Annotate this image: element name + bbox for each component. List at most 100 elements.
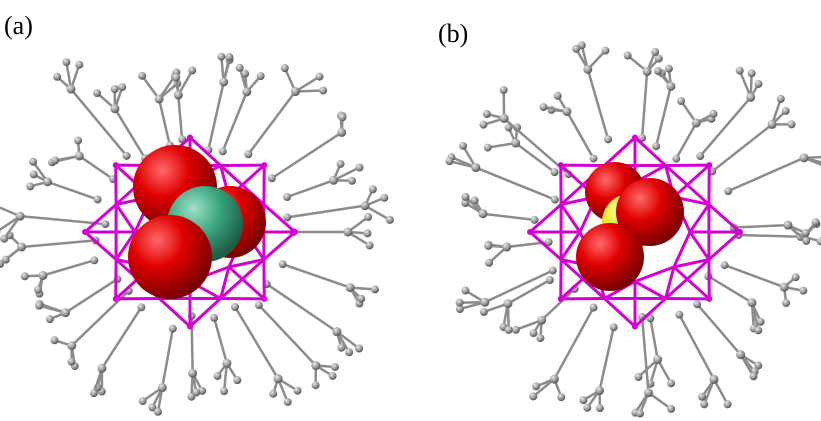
atom [380, 194, 388, 202]
bond [287, 180, 333, 197]
atom [675, 311, 683, 319]
bond [483, 214, 535, 220]
atom [665, 65, 673, 73]
atom [138, 72, 146, 80]
atom [604, 135, 612, 143]
bond [656, 86, 671, 146]
bond [554, 308, 593, 380]
atom [799, 287, 807, 295]
atom [255, 301, 263, 309]
atom [554, 92, 562, 100]
atom [217, 53, 225, 61]
cage-atom [632, 135, 638, 141]
atom [802, 237, 810, 245]
atom [67, 341, 76, 350]
atom [236, 64, 244, 72]
atom [90, 389, 98, 397]
cage-bond [674, 267, 709, 299]
molecule-layer [0, 41, 821, 417]
atom [67, 358, 75, 366]
atom [551, 168, 559, 176]
cage-atom [187, 324, 193, 330]
atom [710, 375, 719, 384]
cage-bond [264, 232, 295, 260]
atom [139, 397, 147, 405]
bond [650, 318, 657, 359]
cage-atom [527, 229, 533, 235]
cage-bond [709, 204, 740, 232]
atom [500, 114, 509, 123]
page: (a) (b) (() => { const data = JSON.parse… [0, 0, 821, 421]
atom [817, 237, 821, 245]
bond [508, 280, 550, 304]
atom [693, 300, 701, 308]
atom [551, 196, 559, 204]
cage-bond [561, 204, 580, 232]
cage-atom [187, 135, 193, 141]
bond [272, 132, 342, 178]
bond [725, 265, 785, 287]
atom [478, 209, 487, 218]
atom [709, 110, 717, 118]
atom [123, 152, 131, 160]
atom [219, 77, 228, 86]
bond [223, 92, 247, 151]
atom [479, 121, 487, 129]
atom [583, 404, 591, 412]
atom [244, 150, 252, 158]
atom [601, 47, 609, 55]
atom [337, 160, 345, 168]
atom [550, 375, 559, 384]
atom [188, 66, 196, 74]
cage-atom [113, 296, 119, 302]
atom [736, 67, 744, 75]
bond [287, 206, 365, 218]
cage-bond [85, 204, 116, 232]
cage-bond [116, 204, 135, 232]
cage-atom [558, 162, 564, 168]
cage-atom [292, 229, 298, 235]
atom [562, 107, 571, 116]
atom [724, 187, 732, 195]
bond [708, 276, 752, 302]
atom [502, 242, 511, 251]
atom [459, 142, 467, 150]
atom [546, 276, 554, 284]
atom [241, 70, 249, 78]
atom [610, 323, 618, 331]
cage-atom [558, 296, 564, 302]
atom [75, 151, 84, 160]
bond [178, 95, 182, 139]
atom [483, 110, 491, 118]
atom [652, 142, 660, 150]
bond [567, 111, 594, 158]
atom [61, 308, 70, 317]
bond [159, 99, 170, 145]
atom [155, 94, 164, 103]
bond [283, 264, 350, 287]
atom [696, 152, 704, 160]
atom [799, 153, 808, 162]
atom [158, 383, 167, 392]
atom [90, 256, 98, 264]
atom [348, 177, 356, 185]
atom [231, 303, 239, 311]
bond [22, 240, 96, 247]
atom [511, 139, 520, 148]
atom [279, 260, 287, 268]
atom [537, 316, 546, 325]
atom [366, 241, 374, 249]
atom [331, 363, 339, 371]
atom [672, 155, 680, 163]
bond [642, 71, 647, 137]
atom [666, 82, 675, 91]
atom [187, 393, 195, 401]
atom [17, 242, 26, 251]
cage-bond [674, 232, 690, 267]
cage-bond [690, 232, 709, 260]
atom [355, 345, 363, 353]
atom [780, 283, 789, 292]
atom [93, 89, 101, 97]
atom [782, 107, 790, 115]
atom [736, 350, 745, 359]
